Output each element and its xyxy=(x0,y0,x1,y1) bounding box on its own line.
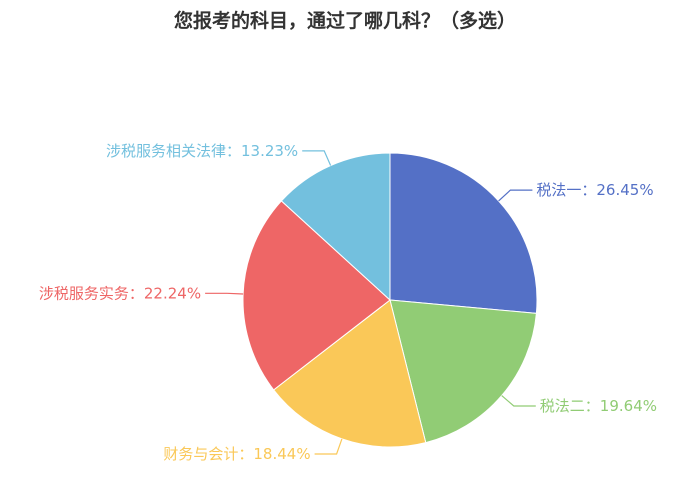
slice-label-1: 税法一：26.45% xyxy=(536,181,653,199)
leader-line-1 xyxy=(498,189,533,202)
slice-label-3: 财务与会计：18.44% xyxy=(163,445,310,463)
leader-line-5 xyxy=(302,150,332,166)
pie-slice-2 xyxy=(389,299,537,444)
pie-slice-4 xyxy=(242,200,391,391)
slice-label-4: 涉税服务实务：22.24% xyxy=(39,284,201,302)
leader-line-4 xyxy=(205,292,244,295)
pie-slice-1 xyxy=(389,152,538,314)
leader-line-2 xyxy=(501,395,536,407)
chart-title: 您报考的科目，通过了哪几科？（多选） xyxy=(173,10,516,32)
slice-label-5: 涉税服务相关法律：13.23% xyxy=(106,142,298,160)
pie-slice-5 xyxy=(280,152,391,302)
slice-label-2: 税法二：19.64% xyxy=(540,397,657,415)
pie-slice-3 xyxy=(272,299,427,448)
leader-line-3 xyxy=(314,438,343,455)
